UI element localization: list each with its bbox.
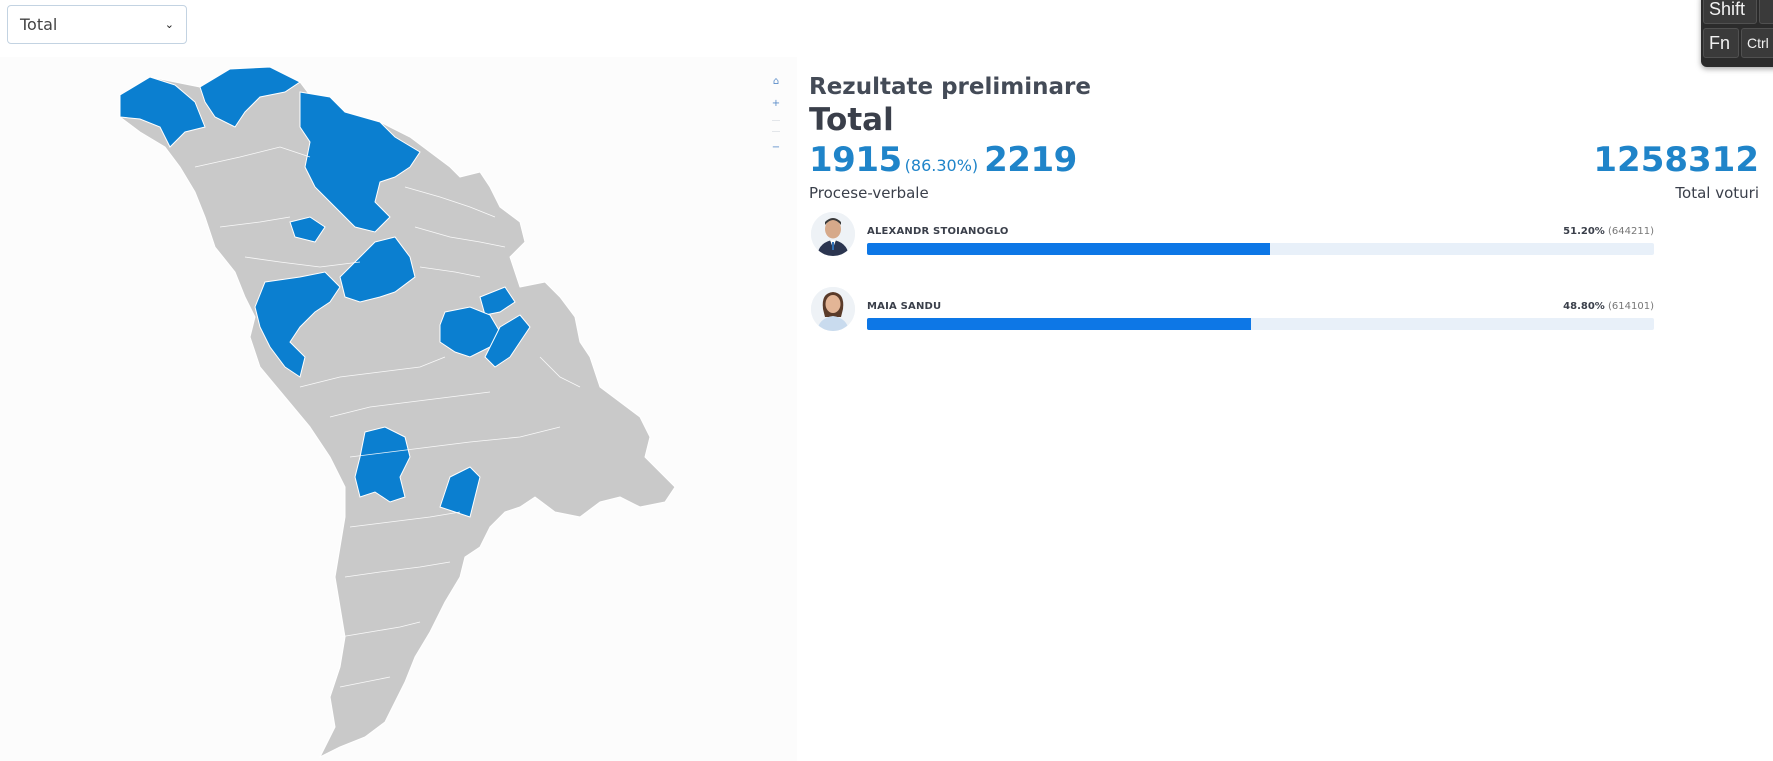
results-panel: Rezultate preliminare Total 1915 (86.30%)… — [809, 72, 1759, 331]
candidate-row: ALEXANDR STOIANOGLO 51.20% (644211) — [809, 212, 1654, 262]
candidate-percent: 51.20% — [1563, 226, 1605, 237]
candidate-stat: 48.80% (614101) — [1563, 301, 1654, 312]
map-region-singerei[interactable] — [289, 216, 326, 243]
map-territory[interactable] — [119, 66, 676, 758]
counts-row: 1915 (86.30%) 2219 1258312 — [809, 140, 1759, 180]
region-select[interactable]: Total ⌄ — [7, 5, 187, 44]
labels-row: Procese-verbale Total voturi — [809, 184, 1759, 206]
total-protocols: 2219 — [984, 140, 1077, 180]
processed-count: 1915 — [809, 140, 902, 180]
map-region-criuleni[interactable] — [479, 286, 516, 316]
zoom-level-tick — [772, 131, 780, 132]
candidate-avatar — [811, 212, 855, 256]
candidate-name: MAIA SANDU — [867, 301, 942, 312]
zoom-in-icon[interactable]: + — [771, 98, 781, 109]
results-subtitle: Rezultate preliminare — [809, 74, 1091, 100]
map-zoom-controls: ⌂ + − — [769, 76, 783, 164]
candidate-bar — [867, 243, 1654, 255]
map-region-cantemir[interactable] — [354, 426, 411, 503]
candidate-bar-fill — [867, 318, 1252, 330]
map-region-soroca[interactable] — [299, 91, 421, 233]
candidate-row: MAIA SANDU 48.80% (614101) — [809, 287, 1654, 337]
map-region-taraclia[interactable] — [439, 466, 481, 518]
moldova-map[interactable] — [0, 57, 797, 761]
candidate-votes: (614101) — [1608, 301, 1654, 312]
candidate-votes: (644211) — [1608, 226, 1654, 237]
map-region-briceni[interactable] — [119, 76, 206, 148]
map-region-chisinau[interactable] — [439, 306, 501, 358]
processed-percent: (86.30%) — [904, 156, 979, 175]
map-region-anenii-noi[interactable] — [484, 314, 531, 368]
zoom-level-tick — [772, 120, 780, 121]
candidate-stat: 51.20% (644211) — [1563, 226, 1654, 237]
key-ctrl[interactable]: Ctrl — [1741, 28, 1773, 58]
votes-label: Total voturi — [1675, 184, 1759, 202]
key-blank[interactable] — [1759, 0, 1773, 24]
map-region-telenesti[interactable] — [339, 236, 416, 303]
on-screen-keyboard: Shift Fn Ctrl — [1701, 0, 1773, 67]
key-shift[interactable]: Shift — [1703, 0, 1757, 24]
candidate-bar — [867, 318, 1654, 330]
map-region-ungheni[interactable] — [254, 271, 341, 378]
region-select-value: Total — [20, 15, 58, 34]
total-votes: 1258312 — [1593, 140, 1759, 180]
results-title: Total — [809, 102, 894, 138]
home-icon[interactable]: ⌂ — [772, 76, 780, 87]
candidate-percent: 48.80% — [1563, 301, 1605, 312]
candidate-bar-fill — [867, 243, 1270, 255]
candidate-name: ALEXANDR STOIANOGLO — [867, 226, 1009, 237]
zoom-out-icon[interactable]: − — [771, 142, 781, 153]
map-region-edinet[interactable] — [199, 66, 301, 128]
protocols-label: Procese-verbale — [809, 184, 929, 202]
map-panel[interactable] — [0, 57, 797, 761]
chevron-down-icon: ⌄ — [164, 18, 174, 31]
key-fn[interactable]: Fn — [1703, 28, 1739, 58]
candidate-avatar — [811, 287, 855, 331]
